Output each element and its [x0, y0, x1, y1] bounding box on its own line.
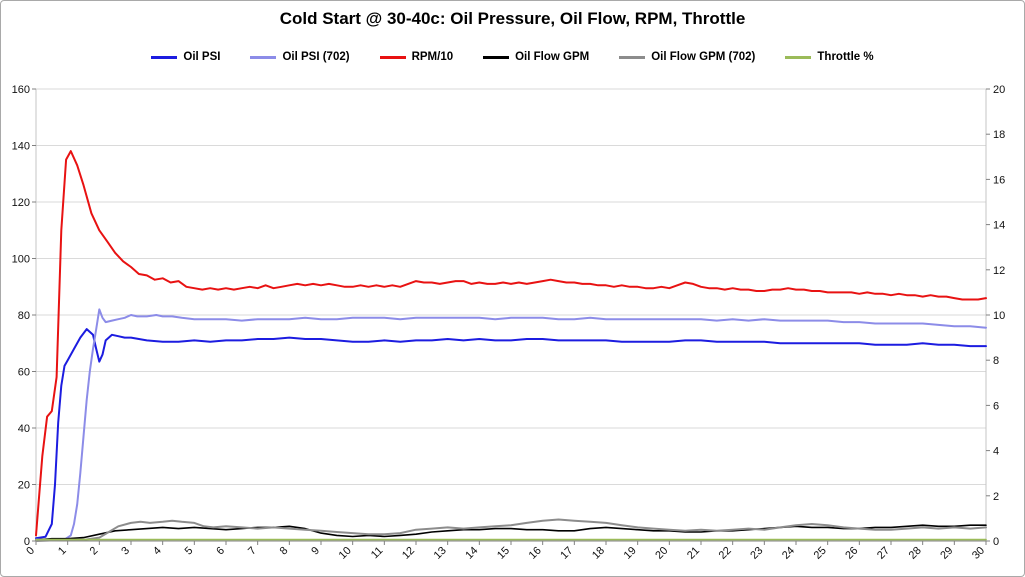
x-axis-label: 10	[337, 545, 354, 562]
y-axis-right-label: 16	[993, 174, 1005, 186]
y-axis-left-label: 160	[12, 84, 30, 96]
series-line-oil-psi	[35, 328, 987, 540]
legend-swatch-oil-psi-702	[250, 55, 277, 59]
legend-swatch-throttle	[785, 55, 812, 59]
legend-item-oil-psi-702[interactable]: Oil PSI (702)	[250, 51, 350, 63]
x-axis-label: 17	[558, 545, 575, 562]
x-axis-label: 2	[88, 545, 101, 558]
x-axis-label: 25	[812, 545, 829, 562]
x-axis-label: 28	[907, 545, 924, 562]
x-axis-label: 23	[748, 545, 765, 562]
y-axis-right-label: 10	[993, 310, 1005, 322]
y-axis-left-label: 60	[18, 367, 30, 379]
y-axis-right-label: 0	[993, 536, 999, 548]
legend-label-oil-flow-gpm: Oil Flow GPM	[515, 51, 590, 63]
x-axis-label: 12	[400, 545, 417, 562]
legend-label-rpm-10: RPM/10	[411, 51, 454, 63]
x-axis-label: 7	[246, 545, 259, 558]
x-axis-label: 24	[780, 545, 797, 562]
y-axis-right-label: 8	[993, 355, 999, 367]
x-axis-label: 0	[24, 545, 37, 558]
series-line-oil-psi-702	[35, 308, 987, 541]
x-axis-label: 19	[622, 545, 639, 562]
y-axis-right-label: 14	[993, 220, 1005, 232]
legend-label-throttle: Throttle %	[817, 51, 874, 63]
legend-label-oil-flow-gpm-702: Oil Flow GPM (702)	[651, 51, 756, 63]
series-line-rpm-10	[35, 150, 987, 537]
x-axis-label: 20	[653, 545, 670, 562]
y-axis-right-label: 6	[993, 400, 999, 412]
x-axis-label: 16	[527, 545, 544, 562]
series-line-oil-flow-gpm-702	[35, 518, 987, 542]
y-axis-left-label: 80	[18, 310, 30, 322]
y-axis-left-label: 120	[12, 197, 30, 209]
y-axis-left-label: 100	[12, 254, 30, 266]
x-axis-label: 11	[369, 545, 386, 562]
legend-swatch-rpm-10	[379, 55, 406, 59]
x-axis-label: 1	[56, 545, 69, 558]
y-axis-right-label: 20	[993, 84, 1005, 96]
y-axis-right-label: 2	[993, 491, 999, 503]
x-axis-label: 8	[278, 545, 291, 558]
y-axis-left-label: 20	[18, 480, 30, 492]
legend-swatch-oil-flow-gpm-702	[619, 55, 646, 59]
legend-item-throttle[interactable]: Throttle %	[785, 51, 874, 63]
legend: Oil PSI Oil PSI (702) RPM/10 Oil Flow GPM Oi…	[1, 51, 1024, 63]
legend-item-oil-flow-gpm-702[interactable]: Oil Flow GPM (702)	[619, 51, 755, 63]
y-axis-left-label: 40	[18, 423, 30, 435]
x-axis-label: 22	[717, 545, 734, 562]
x-axis-label: 30	[970, 545, 987, 562]
x-axis-label: 5	[183, 545, 196, 558]
x-axis-label: 9	[309, 545, 322, 558]
legend-item-rpm-10[interactable]: RPM/10	[379, 51, 454, 63]
x-axis-label: 21	[685, 545, 702, 562]
x-axis-label: 6	[214, 545, 227, 558]
y-axis-right-label: 18	[993, 129, 1005, 141]
x-axis-label: 4	[151, 545, 164, 558]
x-axis-label: 3	[119, 545, 132, 558]
x-axis-label: 15	[495, 545, 512, 562]
y-axis-right-label: 12	[993, 265, 1005, 277]
x-axis-label: 13	[432, 545, 449, 562]
x-axis-label: 14	[463, 545, 480, 562]
legend-label-oil-psi-702: Oil PSI (702)	[282, 51, 350, 63]
legend-label-oil-psi: Oil PSI	[183, 51, 221, 63]
x-axis-label: 27	[875, 545, 892, 562]
series-line-oil-flow-gpm	[35, 524, 987, 541]
y-axis-right-label: 4	[993, 446, 999, 458]
x-axis-label: 26	[843, 545, 860, 562]
x-axis-label: 29	[938, 545, 955, 562]
y-axis-left-label: 0	[24, 536, 30, 548]
legend-item-oil-flow-gpm[interactable]: Oil Flow GPM	[483, 51, 589, 63]
chart-title: Cold Start @ 30-40c: Oil Pressure, Oil F…	[279, 9, 746, 28]
legend-item-oil-psi[interactable]: Oil PSI	[151, 51, 220, 63]
legend-swatch-oil-flow-gpm	[483, 55, 510, 59]
legend-swatch-oil-psi	[151, 55, 178, 59]
y-axis-left-label: 140	[12, 141, 30, 153]
x-axis-label: 18	[590, 545, 607, 562]
